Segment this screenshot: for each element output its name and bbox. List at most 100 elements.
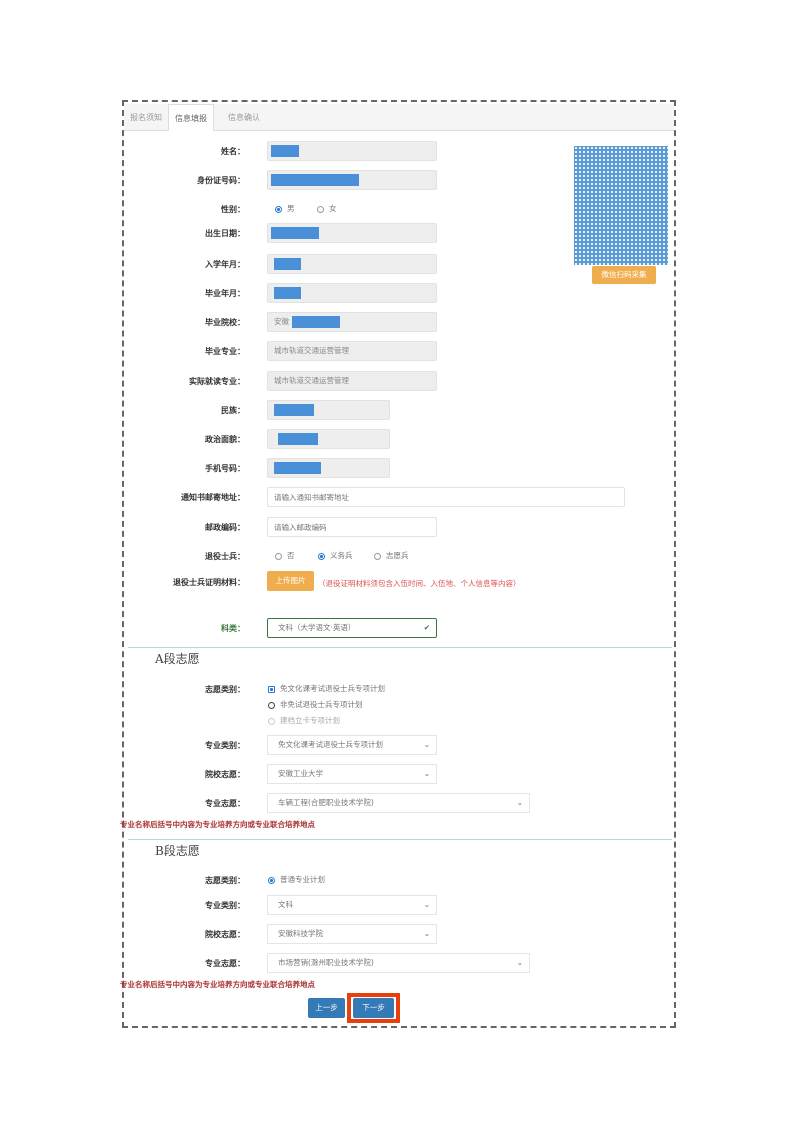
school-value: 安徽 bbox=[274, 317, 289, 326]
name-field[interactable] bbox=[267, 141, 437, 161]
tab-notice[interactable]: 报名须知 bbox=[130, 113, 162, 122]
label-b-major: 专业志愿： bbox=[205, 958, 245, 968]
category-select[interactable]: 文科（大学语文·英语） ✔ bbox=[267, 618, 437, 638]
select-value: 安徽工业大学 bbox=[278, 769, 323, 778]
a-school-select[interactable]: 安徽工业大学 ⌄ bbox=[267, 764, 437, 784]
radio-icon bbox=[268, 701, 275, 709]
label-birth: 出生日期： bbox=[205, 228, 245, 238]
label-a-school: 院校志愿： bbox=[205, 769, 245, 779]
label-b-major-type: 专业类别： bbox=[205, 900, 245, 910]
label-grad-date: 毕业年月： bbox=[205, 288, 245, 298]
page-frame bbox=[122, 100, 676, 1028]
label-a-major: 专业志愿： bbox=[205, 798, 245, 808]
redaction bbox=[271, 145, 299, 157]
address-input[interactable] bbox=[267, 487, 625, 507]
label-major: 毕业专业： bbox=[205, 346, 245, 356]
label-a-major-type: 专业类别： bbox=[205, 740, 245, 750]
select-value: 市场营销(滁州职业技术学院) bbox=[278, 958, 374, 967]
select-value: 文科 bbox=[278, 900, 293, 909]
label-b-school: 院校志愿： bbox=[205, 929, 245, 939]
radio-icon bbox=[317, 205, 324, 213]
label-address: 通知书邮寄地址： bbox=[181, 492, 245, 502]
ethnicity-field[interactable] bbox=[267, 400, 390, 420]
label-actual-major: 实际就读专业： bbox=[189, 376, 245, 386]
select-value: 免文化课考试退役士兵专项计划 bbox=[278, 740, 383, 749]
label-name: 姓名： bbox=[221, 146, 245, 156]
redaction bbox=[274, 404, 314, 416]
chevron-down-icon: ⌄ bbox=[423, 740, 430, 749]
gender-female-radio[interactable]: 女 bbox=[317, 203, 337, 214]
redaction bbox=[274, 258, 301, 270]
label-id: 身份证号码： bbox=[197, 175, 245, 185]
label-postcode: 邮政编码： bbox=[205, 522, 245, 532]
radio-icon bbox=[268, 717, 275, 725]
veteran-volunteer-radio[interactable]: 志愿兵 bbox=[374, 550, 409, 561]
next-step-button[interactable]: 下一步 bbox=[353, 998, 394, 1018]
politics-field[interactable] bbox=[267, 429, 390, 449]
major-note: 专业名称后括号中内容为专业培养方向或专业联合培养地点 bbox=[120, 980, 315, 989]
label-gender: 性别： bbox=[221, 204, 245, 214]
option-label: 普通专业计划 bbox=[280, 875, 325, 884]
wechat-scan-button[interactable]: 微信扫码采集 bbox=[592, 266, 656, 284]
chevron-down-icon: ⌄ bbox=[516, 958, 523, 967]
b-type-option-1[interactable]: 普通专业计划 bbox=[268, 874, 325, 885]
school-field[interactable]: 安徽 bbox=[267, 312, 437, 332]
veteran-no-radio[interactable]: 否 bbox=[275, 550, 295, 561]
tab-confirm[interactable]: 信息确认 bbox=[228, 113, 260, 122]
redaction bbox=[271, 227, 319, 239]
proof-hint: （退役证明材料须包含入伍时间、入伍地、个人信息等内容） bbox=[318, 576, 536, 592]
option-label: 女 bbox=[329, 204, 337, 213]
radio-icon bbox=[374, 552, 381, 560]
label-enroll: 入学年月： bbox=[205, 259, 245, 269]
prev-step-button[interactable]: 上一步 bbox=[308, 998, 345, 1018]
radio-icon bbox=[318, 552, 325, 560]
enroll-field[interactable] bbox=[267, 254, 437, 274]
label-phone: 手机号码： bbox=[205, 463, 245, 473]
grad-date-field[interactable] bbox=[267, 283, 437, 303]
label-proof: 退役士兵证明材料： bbox=[173, 577, 245, 587]
redaction bbox=[274, 287, 301, 299]
a-major-select[interactable]: 车辆工程(合肥职业技术学院) ⌄ bbox=[267, 793, 530, 813]
label-b-type: 志愿类别： bbox=[205, 875, 245, 885]
select-value: 安徽科技学院 bbox=[278, 929, 323, 938]
id-field[interactable] bbox=[267, 170, 437, 190]
category-value: 文科（大学语文·英语） bbox=[278, 623, 356, 632]
a-type-option-3[interactable]: 建档立卡专项计划 bbox=[268, 715, 340, 726]
radio-icon bbox=[275, 552, 282, 560]
b-major-type-select[interactable]: 文科 ⌄ bbox=[267, 895, 437, 915]
a-type-option-1[interactable]: 免文化课考试退役士兵专项计划 bbox=[268, 683, 385, 694]
radio-icon bbox=[275, 205, 282, 213]
redaction bbox=[274, 462, 321, 474]
tab-fill-info[interactable]: 信息填报 bbox=[168, 104, 214, 131]
birth-field[interactable] bbox=[267, 223, 437, 243]
veteran-conscript-radio[interactable]: 义务兵 bbox=[318, 550, 353, 561]
phone-field[interactable] bbox=[267, 458, 390, 478]
section-b-title: B段志愿 bbox=[155, 844, 200, 858]
chevron-down-icon: ⌄ bbox=[516, 798, 523, 807]
actual-major-field[interactable]: 城市轨道交通运营管理 bbox=[267, 371, 437, 391]
radio-icon bbox=[268, 685, 275, 693]
gender-male-radio[interactable]: 男 bbox=[275, 203, 295, 214]
b-school-select[interactable]: 安徽科技学院 ⌄ bbox=[267, 924, 437, 944]
option-label: 男 bbox=[287, 204, 295, 213]
upload-image-button[interactable]: 上传图片 bbox=[267, 571, 314, 591]
b-major-select[interactable]: 市场营销(滁州职业技术学院) ⌄ bbox=[267, 953, 530, 973]
label-politics: 政治面貌： bbox=[205, 434, 245, 444]
divider bbox=[128, 647, 672, 648]
redaction bbox=[278, 433, 318, 445]
a-major-type-select[interactable]: 免文化课考试退役士兵专项计划 ⌄ bbox=[267, 735, 437, 755]
highlight-box bbox=[347, 993, 400, 1023]
option-label: 志愿兵 bbox=[386, 551, 409, 560]
chevron-down-icon: ⌄ bbox=[423, 929, 430, 938]
chevron-down-icon: ⌄ bbox=[423, 769, 430, 778]
option-label: 非免试退役士兵专项计划 bbox=[280, 700, 363, 709]
a-type-option-2[interactable]: 非免试退役士兵专项计划 bbox=[268, 699, 363, 710]
label-school: 毕业院校： bbox=[205, 317, 245, 327]
proof-hint-text: （退役证明材料须包含入伍时间、入伍地、个人信息等内容） bbox=[318, 579, 521, 588]
postcode-input[interactable] bbox=[267, 517, 437, 537]
check-icon: ✔ bbox=[423, 623, 430, 632]
major-note: 专业名称后括号中内容为专业培养方向或专业联合培养地点 bbox=[120, 820, 315, 829]
divider bbox=[128, 839, 672, 840]
major-field[interactable]: 城市轨道交通运营管理 bbox=[267, 341, 437, 361]
option-label: 义务兵 bbox=[330, 551, 353, 560]
